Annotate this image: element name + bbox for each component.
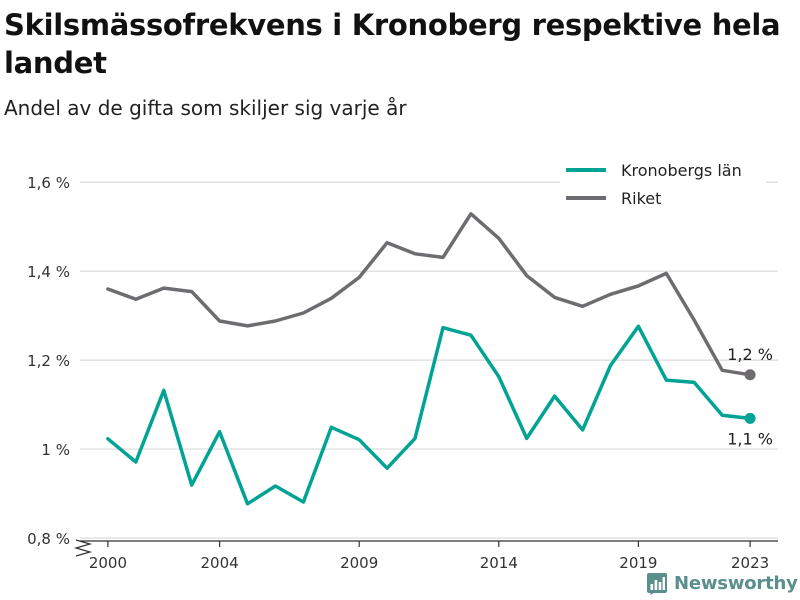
series-line [106, 324, 752, 506]
brand-name: Newsworthy [674, 572, 798, 594]
grid-lines [80, 181, 778, 539]
axis-break-icon [73, 539, 93, 557]
y-tick-label: 0,8 % [27, 530, 70, 548]
x-tick-label: 2014 [480, 554, 518, 572]
x-tick-label: 2004 [201, 554, 239, 572]
series-end-label: 1,1 % [727, 429, 773, 448]
y-tick-label: 1 % [41, 441, 70, 459]
legend-label: Riket [621, 189, 661, 208]
y-tick-label: 1,6 % [27, 174, 70, 192]
chart-title: Skilsmässofrekvens i Kronoberg respektiv… [4, 8, 781, 80]
y-tick-label: 1,4 % [27, 263, 70, 281]
x-tick-label: 2000 [89, 554, 127, 572]
x-tick-label: 2023 [731, 554, 769, 572]
series-end-label: 1,2 % [727, 345, 773, 364]
legend-label: Kronobergs län [621, 161, 742, 180]
series-end-marker [744, 369, 756, 381]
x-tick-label: 2019 [619, 554, 657, 572]
series-line [106, 212, 752, 377]
brand-logo: Newsworthy [645, 568, 798, 598]
series-end-marker [744, 412, 756, 424]
legend: Kronobergs län Riket [560, 154, 766, 212]
series-lines: 1,1 % 1,2 % [106, 212, 773, 506]
legend-background [560, 154, 766, 212]
bar-chart-logo-icon [647, 573, 667, 595]
chart-subtitle: Andel av de gifta som skiljer sig varje … [4, 96, 407, 120]
y-tick-label: 1,2 % [27, 352, 70, 370]
y-axis-tick-labels: 0,8 % 1 % 1,2 % 1,4 % 1,6 % [27, 174, 70, 548]
x-tick-label: 2009 [340, 554, 378, 572]
x-axis: 2000 2004 2009 2014 2019 2023 [73, 539, 778, 572]
